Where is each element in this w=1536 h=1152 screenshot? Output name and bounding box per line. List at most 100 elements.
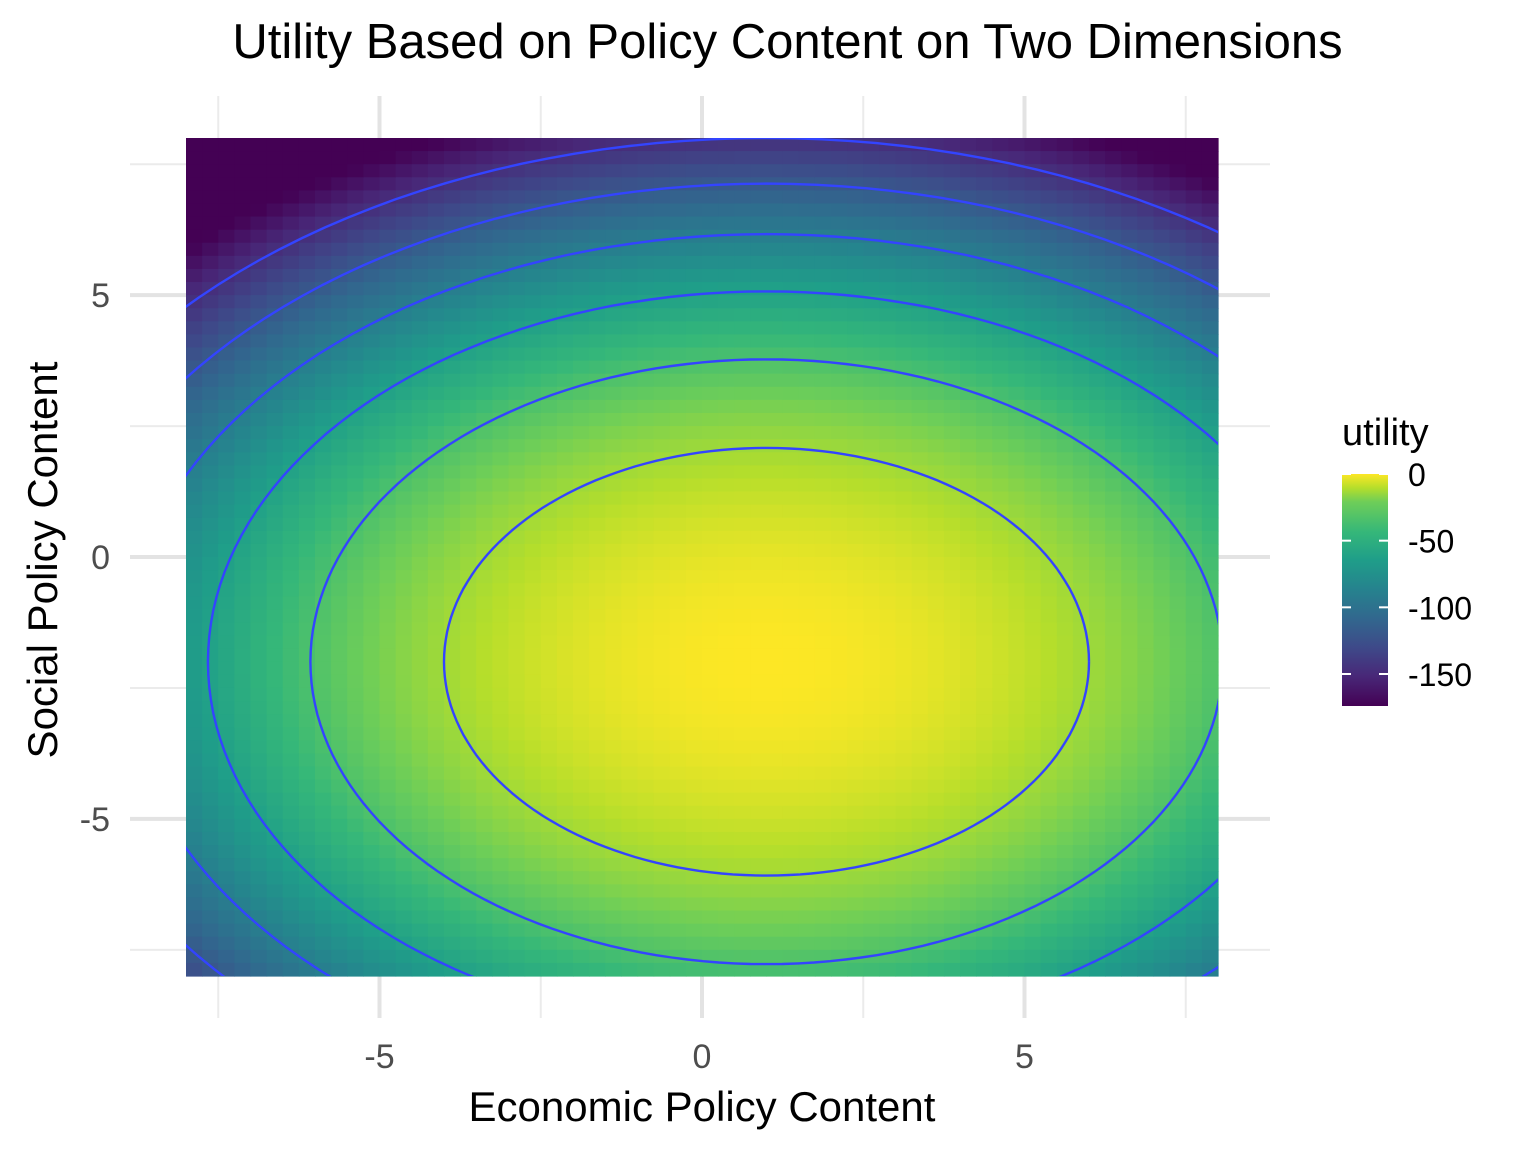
heatmap-cell [476, 871, 493, 885]
heatmap-cell [1008, 347, 1026, 362]
heatmap-cell [202, 452, 219, 466]
heatmap-cell [476, 674, 493, 689]
heatmap-cell [411, 491, 429, 506]
legend-tick-label: -150 [1408, 657, 1472, 693]
heatmap-cell [879, 687, 897, 702]
heatmap-cell [282, 609, 300, 624]
heatmap-cell [202, 386, 219, 401]
heatmap-cell [347, 504, 364, 519]
heatmap-cell [782, 583, 800, 597]
heatmap-cell [460, 386, 477, 401]
heatmap-cell [250, 543, 268, 558]
heatmap-cell [395, 216, 413, 231]
heatmap-cell [411, 308, 429, 322]
heatmap-cell [976, 177, 993, 191]
heatmap-cell [960, 596, 977, 610]
heatmap-cell [556, 962, 574, 977]
heatmap-cell [734, 373, 751, 388]
heatmap-cell [863, 727, 880, 741]
heatmap-cell [814, 255, 832, 270]
heatmap-cell [573, 910, 590, 925]
heatmap-cell [234, 858, 252, 872]
heatmap-cell [847, 465, 864, 480]
heatmap-cell [218, 386, 235, 401]
heatmap-cell [782, 766, 800, 781]
heatmap-cell [218, 648, 235, 663]
heatmap-cell [444, 753, 461, 768]
heatmap-cell [315, 661, 332, 676]
heatmap-cell [1089, 203, 1106, 218]
heatmap-cell [782, 360, 800, 375]
heatmap-cell [508, 242, 526, 257]
heatmap-cell [1040, 426, 1058, 440]
heatmap-cell [895, 255, 913, 270]
heatmap-cell [847, 923, 864, 938]
heatmap-cell [943, 727, 961, 741]
heatmap-cell [1072, 334, 1090, 349]
heatmap-cell [298, 910, 316, 925]
heatmap-cell [573, 386, 590, 401]
heatmap-cell [814, 871, 832, 885]
heatmap-cell [1153, 334, 1171, 349]
heatmap-cell [1169, 936, 1187, 951]
heatmap-cell [766, 452, 784, 466]
heatmap-cell [315, 412, 332, 427]
heatmap-cell [460, 648, 477, 663]
heatmap-cell [427, 727, 445, 741]
heatmap-cell [702, 727, 719, 741]
heatmap-cell [669, 779, 687, 794]
heatmap-cell [1121, 321, 1138, 335]
heatmap-cell [379, 701, 397, 715]
heatmap-cell [605, 439, 622, 453]
heatmap-cell [573, 884, 590, 899]
heatmap-cell [653, 203, 671, 218]
heatmap-cell [1024, 635, 1042, 650]
heatmap-cell [702, 687, 719, 702]
heatmap-cell [524, 308, 542, 322]
heatmap-cell [798, 203, 816, 218]
heatmap-cell [573, 295, 590, 309]
heatmap-cell [1072, 557, 1090, 571]
heatmap-cell [1169, 504, 1187, 519]
heatmap-cell [1024, 609, 1042, 624]
heatmap-cell [492, 347, 510, 362]
heatmap-cell [282, 399, 300, 414]
heatmap-cell [347, 347, 364, 362]
heatmap-cell [1201, 858, 1219, 872]
heatmap-cell [976, 399, 993, 414]
heatmap-cell [589, 308, 606, 322]
heatmap-cell [250, 373, 268, 388]
heatmap-cell [218, 845, 235, 859]
heatmap-cell [266, 596, 284, 610]
heatmap-cell [411, 714, 429, 728]
heatmap-cell [1089, 949, 1106, 964]
heatmap-cell [992, 478, 1009, 493]
heatmap-cell [927, 805, 945, 820]
heatmap-cell [1040, 910, 1058, 925]
heatmap-cell [847, 609, 864, 624]
heatmap-cell [992, 360, 1009, 375]
heatmap-cell [1121, 701, 1138, 715]
heatmap-cell [524, 543, 542, 558]
heatmap-cell [427, 295, 445, 309]
heatmap-cell [218, 936, 235, 951]
heatmap-cell [621, 478, 639, 493]
heatmap-cell [637, 439, 655, 453]
heatmap-cell [589, 504, 606, 519]
heatmap-cell [911, 321, 929, 335]
heatmap-cell [250, 871, 268, 885]
heatmap-cell [266, 622, 284, 637]
heatmap-cell [1024, 570, 1042, 584]
heatmap-cell [234, 766, 252, 781]
heatmap-cell [347, 596, 364, 610]
heatmap-cell [879, 831, 897, 846]
heatmap-cell [492, 609, 510, 624]
heatmap-cell [1185, 779, 1203, 794]
heatmap-cell [186, 635, 203, 650]
heatmap-cell [524, 504, 542, 519]
heatmap-cell [1089, 753, 1106, 768]
heatmap-cell [556, 412, 574, 427]
heatmap-cell [1137, 517, 1155, 532]
heatmap-cell [637, 583, 655, 597]
heatmap-cell [798, 596, 816, 610]
